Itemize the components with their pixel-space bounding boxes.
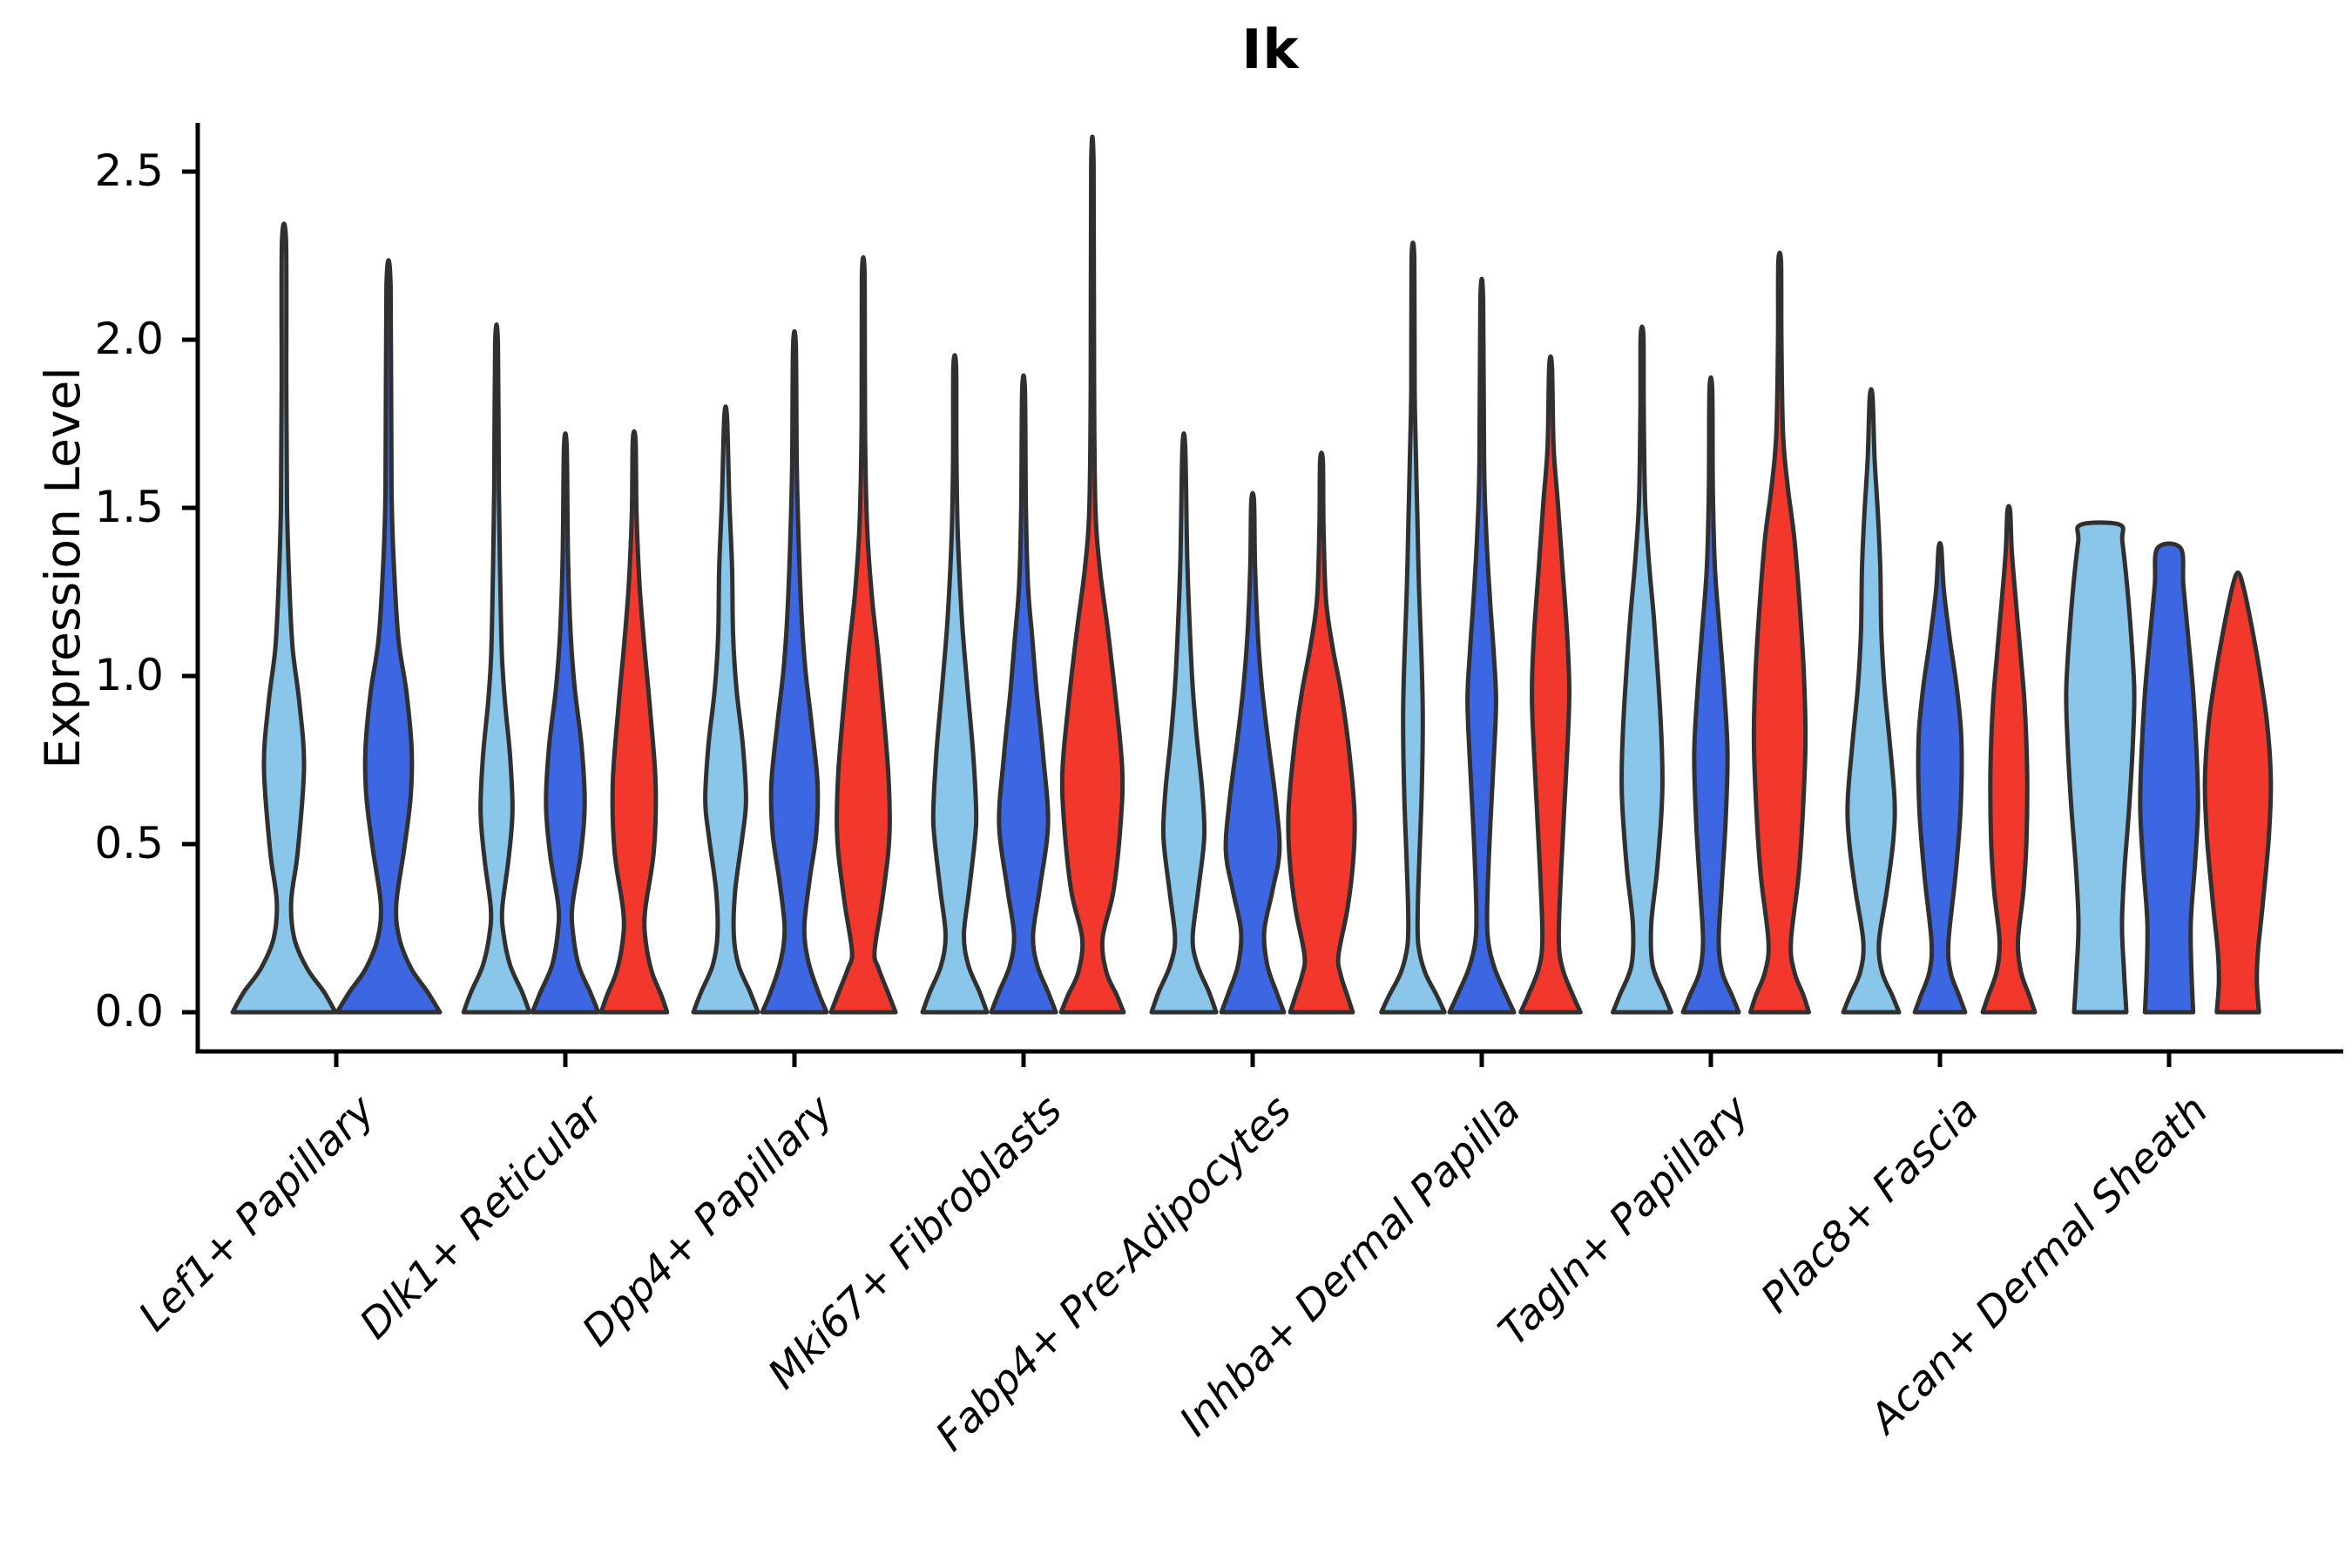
- y-tick-label: 1.5: [94, 481, 164, 532]
- violin: [760, 328, 829, 1015]
- violin: [1058, 134, 1126, 1015]
- violin: [1379, 240, 1447, 1015]
- chart-title: Ik: [1241, 17, 1300, 81]
- violins-layer: [230, 134, 2274, 1015]
- violin: [230, 221, 338, 1015]
- violin: [1286, 450, 1357, 1015]
- violin: [1611, 324, 1673, 1015]
- violin: [335, 258, 443, 1015]
- y-tick-label: 0.0: [94, 985, 164, 1037]
- y-tick-label: 2.0: [94, 313, 164, 364]
- violin: [691, 404, 760, 1015]
- violin: [1748, 250, 1811, 1015]
- violin: [1219, 490, 1287, 1015]
- y-axis-label: Expression Level: [35, 367, 91, 769]
- y-tick-label: 0.5: [94, 817, 164, 868]
- violin: [2138, 541, 2200, 1015]
- violin: [1680, 375, 1741, 1015]
- y-tick-label: 1.0: [94, 649, 164, 700]
- violin: [2202, 570, 2274, 1015]
- violin: [1149, 431, 1219, 1015]
- violin: [2064, 520, 2137, 1015]
- violin: [1447, 276, 1517, 1015]
- violin: [828, 254, 898, 1015]
- violin: [1912, 541, 1968, 1015]
- y-tick-label: 2.5: [94, 145, 164, 196]
- axes-layer: [182, 123, 2343, 1067]
- violin: [598, 429, 670, 1015]
- violin: [920, 353, 990, 1015]
- violin: [1518, 354, 1583, 1015]
- violin: [1841, 387, 1902, 1015]
- violin: [989, 373, 1058, 1015]
- violin: [461, 322, 532, 1015]
- violin: [530, 431, 601, 1015]
- violin: [1980, 504, 2038, 1015]
